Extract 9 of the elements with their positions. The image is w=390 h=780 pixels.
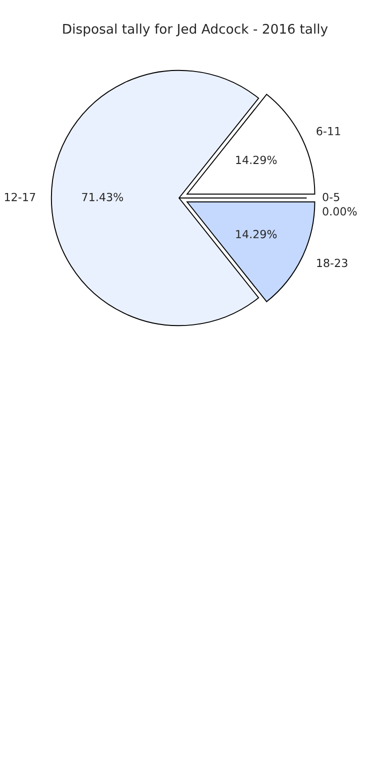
category-label: 0-5 [322,192,340,202]
text: 0.00% [322,207,357,216]
data-label: 14.29% [236,156,277,164]
data-label: 14.29% [236,230,277,238]
slice-label: 12-17 [5,192,36,202]
slice-label: 18-23 [317,258,348,268]
chart-title: Disposal tally for Jed Adcock - 2016 tally [63,24,328,36]
slice-label: 6-11 [316,126,340,136]
data-label: 71.43% [82,192,124,202]
